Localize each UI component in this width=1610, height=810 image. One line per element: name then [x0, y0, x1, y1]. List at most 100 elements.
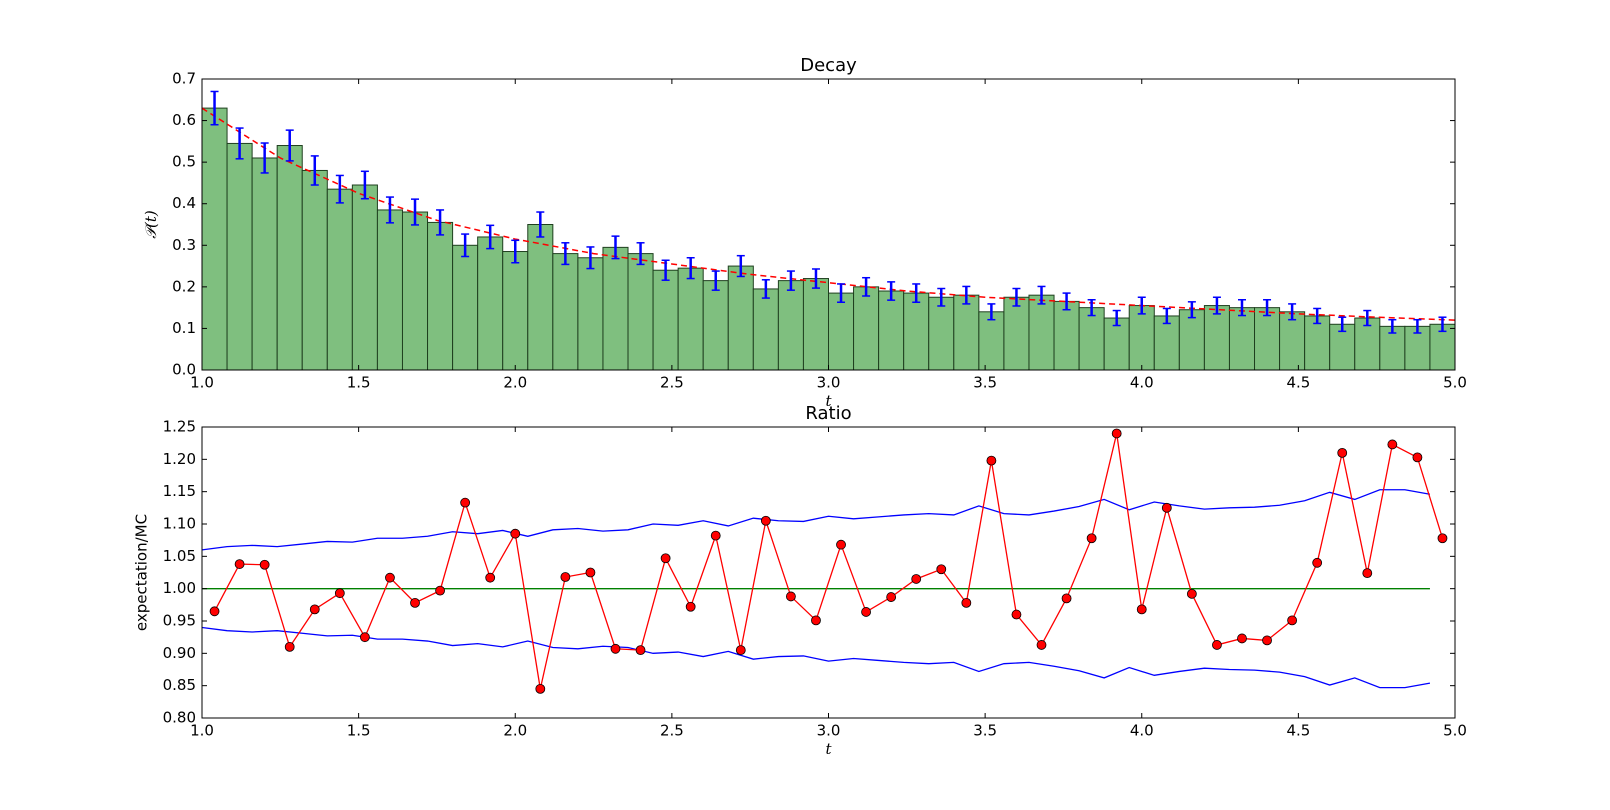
histogram-bar	[452, 244, 479, 370]
series-marker	[610, 643, 621, 654]
error-bar	[736, 254, 745, 278]
series-marker	[1212, 640, 1222, 650]
x-tick-label: 2.5	[660, 374, 684, 392]
histogram-bar	[527, 224, 554, 370]
x-tick-label: 2.0	[503, 722, 527, 740]
error-bar	[235, 127, 244, 160]
histogram-bar	[577, 257, 604, 370]
histogram-bar	[903, 292, 930, 370]
x-tick-label: 1.0	[190, 722, 214, 740]
histogram-bar	[276, 145, 303, 370]
y-tick-label: 1.15	[163, 482, 196, 500]
series-marker	[435, 585, 445, 596]
y-tick-label: 0.90	[163, 644, 196, 662]
x-tick-label: 3.5	[973, 722, 997, 740]
y-tick-label: 1.10	[163, 515, 196, 533]
series-marker	[535, 684, 546, 694]
x-tick-label: 4.5	[1286, 722, 1310, 740]
series-marker	[1412, 452, 1423, 463]
series-marker	[234, 559, 245, 569]
histogram-bar	[552, 253, 579, 370]
x-tick-label: 5.0	[1443, 374, 1467, 392]
series-marker	[309, 604, 320, 615]
error-bar	[1012, 287, 1021, 307]
series-marker	[660, 553, 671, 564]
histogram-bar	[677, 267, 704, 370]
error-bar	[1112, 309, 1121, 327]
histogram-bar	[752, 288, 779, 370]
y-tick-label: 1.00	[163, 579, 196, 597]
series-marker	[1186, 588, 1197, 599]
x-tick-label: 1.5	[347, 374, 371, 392]
histogram-bar	[202, 107, 228, 370]
x-axis-label: t	[825, 392, 832, 410]
series-marker	[510, 528, 521, 539]
error-bar	[1338, 316, 1347, 333]
histogram-bar	[802, 278, 830, 370]
error-bar	[786, 270, 795, 291]
histogram-bar	[251, 157, 278, 370]
histogram-bar	[627, 253, 654, 370]
error-bar	[260, 142, 269, 174]
series-marker	[1011, 609, 1022, 620]
error-bar	[611, 235, 620, 260]
histogram-bar	[1103, 317, 1130, 370]
error-bar	[1137, 296, 1146, 315]
series-marker	[735, 645, 746, 655]
series-line	[213, 433, 1444, 690]
error-bar	[1263, 298, 1272, 317]
chart-title: Decay	[800, 55, 857, 76]
histogram-bar	[702, 280, 729, 370]
histogram-bar	[602, 246, 629, 370]
fit-curve	[202, 107, 1455, 321]
series-marker	[1061, 593, 1072, 604]
error-bar	[1288, 303, 1297, 321]
histogram-bar	[1203, 305, 1230, 370]
error-bar	[711, 270, 720, 291]
y-tick-label: 0.3	[172, 236, 196, 254]
x-tick-label: 3.0	[817, 722, 841, 740]
histogram-bar	[1028, 294, 1055, 370]
series-marker	[560, 572, 571, 582]
histogram-bar	[652, 269, 679, 370]
histogram-bar	[1178, 309, 1205, 370]
x-tick-label: 2.0	[503, 374, 527, 392]
histogram-bar	[953, 294, 980, 370]
histogram-bar	[1228, 307, 1256, 370]
error-bar	[1413, 318, 1422, 334]
error-bar	[461, 233, 470, 258]
error-bar	[511, 239, 520, 264]
error-bar	[1363, 309, 1372, 327]
y-tick-label: 0.1	[172, 319, 196, 337]
plot-area	[202, 433, 1444, 690]
error-bar	[636, 242, 645, 266]
axes-frame	[201, 426, 1456, 719]
series-marker	[359, 632, 370, 643]
x-tick-label: 1.0	[190, 374, 214, 392]
error-bar	[962, 285, 971, 305]
y-tick-label: 0.4	[172, 194, 196, 212]
y-tick-label: 0.85	[163, 676, 196, 694]
series-marker	[1337, 447, 1348, 458]
series-marker	[1312, 557, 1323, 568]
histogram-bar	[376, 209, 403, 370]
series-marker	[811, 615, 821, 626]
histogram-bar	[1128, 305, 1155, 370]
x-axis-label: t	[825, 740, 832, 758]
y-tick-label: 0.7	[172, 70, 196, 88]
x-tick-label: 5.0	[1443, 722, 1467, 740]
chart-title: Ratio	[805, 403, 851, 424]
error-bar	[1187, 301, 1196, 319]
x-tick-label: 4.0	[1130, 722, 1154, 740]
error-bar	[862, 276, 871, 297]
histogram-bar	[301, 169, 328, 370]
error-bar	[761, 279, 770, 299]
histogram-bar	[226, 142, 253, 370]
y-tick-label: 0.6	[172, 111, 196, 129]
histogram-bar	[1254, 307, 1281, 370]
error-bar	[1162, 307, 1171, 325]
error-bar	[411, 198, 420, 226]
x-tick-label: 1.5	[347, 722, 371, 740]
series-marker	[1111, 428, 1122, 439]
